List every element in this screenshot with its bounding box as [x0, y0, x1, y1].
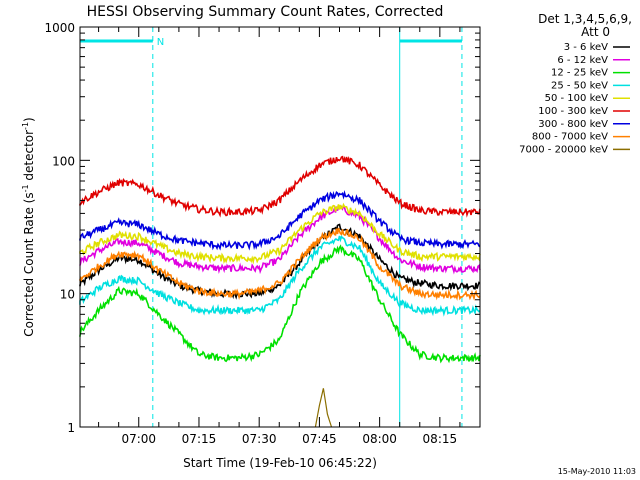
y-axis: 1 10 100 1000 [44, 21, 480, 435]
legend-label: 12 - 25 keV [551, 68, 608, 79]
x-tick-label: 08:00 [362, 432, 397, 446]
night-label: N [157, 37, 164, 48]
y-tick-label: 1 [67, 421, 75, 435]
legend-label: 7000 - 20000 keV [519, 144, 608, 155]
series-line [79, 202, 481, 265]
legend-label: 6 - 12 keV [557, 55, 608, 66]
legend-header-line1: Det 1,3,4,5,6,9, [538, 12, 632, 26]
legend: Det 1,3,4,5,6,9, Att 0 3 - 6 keV 6 - 12 k… [519, 12, 632, 155]
series-line [79, 227, 481, 301]
series-line [79, 244, 481, 364]
x-tick-label: 07:45 [302, 432, 337, 446]
legend-label: 3 - 6 keV [564, 42, 608, 53]
y-axis-label-mid: detector [22, 130, 36, 185]
legend-label: 50 - 100 keV [545, 93, 609, 104]
x-tick-label: 07:00 [121, 432, 156, 446]
x-tick-label: 08:15 [423, 432, 458, 446]
y-axis-label-sup1: -1 [21, 184, 30, 192]
legend-label: 25 - 50 keV [551, 80, 608, 91]
y-tick-label: 10 [60, 288, 75, 302]
y-axis-label-end: ) [22, 117, 36, 122]
footer-timestamp: 15-May-2010 11:03 [558, 467, 636, 476]
legend-label: 800 - 7000 keV [532, 132, 608, 143]
y-axis-label-sup2: -1 [21, 122, 30, 130]
legend-header-line2: Att 0 [581, 25, 610, 39]
legend-label: 300 - 800 keV [538, 119, 608, 130]
series-line [79, 190, 481, 251]
y-axis-label: Corrected Count Rate (s-1 detector-1) [21, 117, 36, 336]
legend-label: 100 - 300 keV [538, 106, 608, 117]
x-axis: 07:00 07:15 07:30 07:45 08:00 08:15 [98, 27, 481, 446]
series-line [79, 155, 481, 218]
night-markers: N [80, 27, 463, 427]
y-tick-label: 1000 [44, 21, 75, 35]
series-line [79, 204, 481, 275]
y-axis-label-main: Corrected Count Rate (s [22, 192, 36, 336]
series-line [314, 388, 333, 428]
plot-frame [79, 26, 481, 428]
series-line [79, 223, 481, 300]
series-lines [79, 155, 481, 428]
x-tick-label: 07:30 [242, 432, 277, 446]
x-axis-label: Start Time (19-Feb-10 06:45:22) [183, 456, 377, 470]
series-line [79, 234, 481, 317]
x-tick-label: 07:15 [182, 432, 217, 446]
y-tick-label: 100 [52, 154, 75, 168]
chart-title: HESSI Observing Summary Count Rates, Cor… [87, 4, 444, 20]
